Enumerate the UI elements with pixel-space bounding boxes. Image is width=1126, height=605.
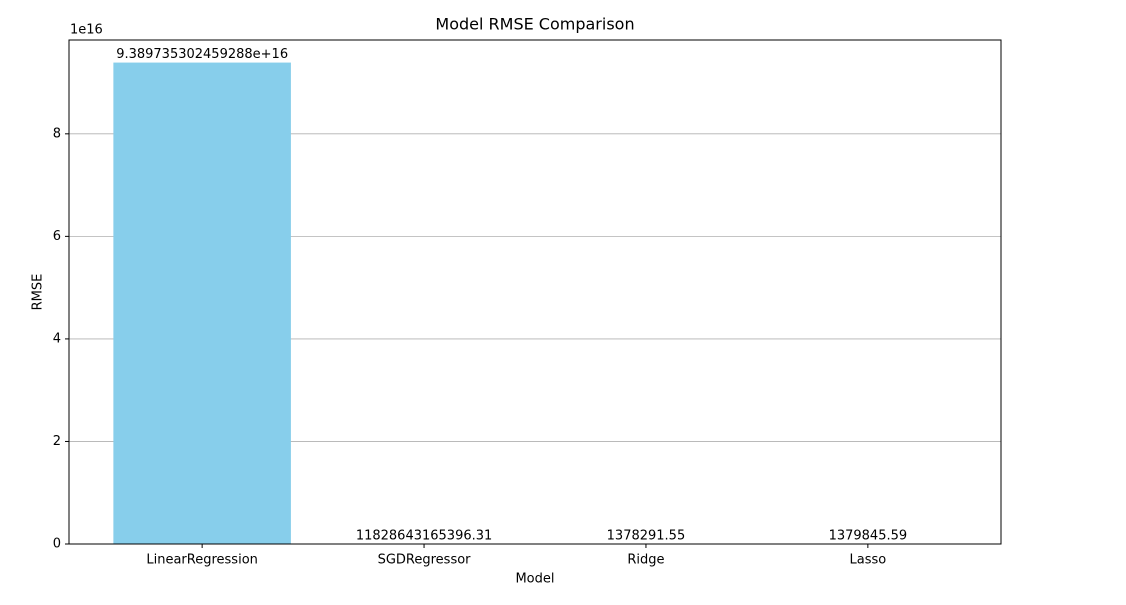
x-tick-label: Ridge bbox=[627, 553, 664, 568]
y-tick-label: 0 bbox=[53, 537, 61, 552]
bar bbox=[113, 62, 291, 544]
x-axis-label: Model bbox=[515, 572, 554, 587]
plot-frame bbox=[68, 39, 1002, 545]
value-label: 11828643165396.31 bbox=[356, 528, 492, 543]
x-tick-label: LinearRegression bbox=[146, 553, 258, 568]
y-tick-label: 8 bbox=[53, 126, 61, 141]
y-tick-label: 2 bbox=[53, 434, 61, 449]
x-tick-label: Lasso bbox=[849, 553, 886, 568]
x-tick-label: SGDRegressor bbox=[378, 553, 472, 568]
y-tick-label: 4 bbox=[53, 331, 61, 346]
value-label: 1379845.59 bbox=[829, 529, 908, 544]
y-offset-label: 1e16 bbox=[70, 23, 103, 38]
chart-title: Model RMSE Comparison bbox=[435, 15, 634, 34]
y-tick-label: 6 bbox=[53, 229, 61, 244]
value-label: 1378291.55 bbox=[607, 529, 686, 544]
y-axis-label: RMSE bbox=[31, 274, 46, 311]
value-label: 9.389735302459288e+16 bbox=[116, 47, 288, 62]
